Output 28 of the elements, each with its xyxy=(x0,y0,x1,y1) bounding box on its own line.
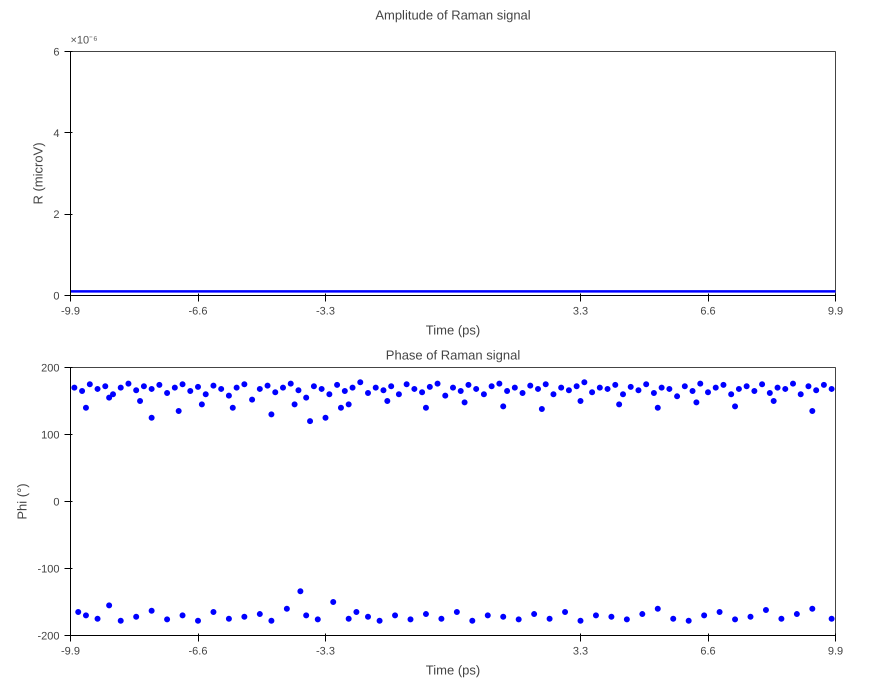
y-axis-title: R (microV) xyxy=(30,142,46,205)
text: ×10⁻⁶ xyxy=(70,34,98,46)
x-tick-label: -3.3 xyxy=(316,306,335,318)
x-tick-label: -6.6 xyxy=(188,646,208,658)
y-tick-label: 100 xyxy=(41,430,60,442)
y-axis-title: Phi (°) xyxy=(14,483,30,520)
y-tick-label: 0 xyxy=(53,290,60,302)
x-tick-label: 6.6 xyxy=(700,306,716,318)
x-tick-label: -9.9 xyxy=(61,306,80,318)
x-tick-label: 3.3 xyxy=(572,646,588,658)
y-tick-label: -200 xyxy=(37,630,60,642)
y-tick-label: 6 xyxy=(53,46,60,58)
x-tick-label: -9.9 xyxy=(61,646,80,658)
chart-title: Phase of Raman signal xyxy=(386,348,520,362)
x-tick-label: 6.6 xyxy=(700,646,716,658)
x-tick-label: 3.3 xyxy=(572,306,588,318)
x-tick-label: -6.6 xyxy=(188,306,208,318)
y-tick-label: 200 xyxy=(41,362,60,374)
x-tick-label: 9.9 xyxy=(828,306,844,318)
y-tick-label: 0 xyxy=(53,496,60,508)
y-tick-label: 2 xyxy=(53,209,60,222)
x-axis-title: Time (ps) xyxy=(426,322,480,338)
x-tick-label: 9.9 xyxy=(828,646,844,658)
chart-title: Amplitude of Raman signal xyxy=(375,8,531,22)
y-tick-label: 4 xyxy=(53,128,60,140)
x-tick-label: -3.3 xyxy=(316,646,335,658)
x-axis-title: Time (ps) xyxy=(426,662,480,678)
y-tick-label: -100 xyxy=(37,564,60,576)
